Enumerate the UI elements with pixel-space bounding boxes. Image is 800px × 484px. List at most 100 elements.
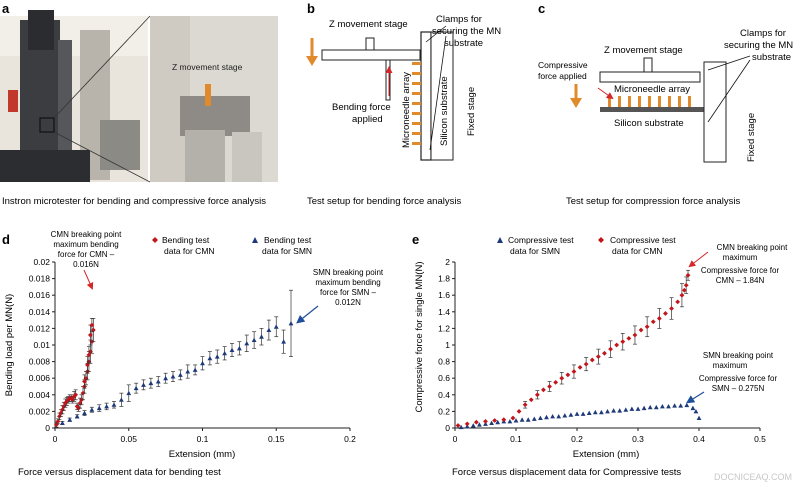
annot-cmn-e-3: Compressive force for: [701, 266, 780, 275]
point-cmn-e: [589, 357, 595, 363]
x-tick-label-d: 0.15: [268, 434, 285, 444]
y-tick-label-d: 0.02: [33, 257, 50, 267]
annot-cmn-d-1: CMN breaking point: [51, 230, 122, 239]
x-tick-label-d: 0: [53, 434, 58, 444]
annot-smn-arrow-d: [296, 305, 319, 324]
comp-arrow-head: [570, 98, 582, 108]
point-cmn-e: [553, 379, 559, 385]
point-cmn-e: [602, 350, 607, 356]
annot-cmn-e-1: CMN breaking point: [717, 243, 788, 252]
x-tick-label-e: 0.4: [693, 434, 705, 444]
point-smn-e: [653, 404, 659, 410]
x-tick-label-d: 0.05: [120, 434, 137, 444]
point-smn-d: [273, 324, 279, 329]
microneedle-array-c: [608, 96, 691, 107]
point-cmn-e: [522, 402, 528, 408]
point-smn-d: [74, 413, 80, 419]
chart-e-caption: Force versus displacement data for Compr…: [452, 467, 681, 478]
point-smn-e: [623, 407, 629, 412]
chart-d-marks: [54, 289, 294, 428]
point-cmn-e: [683, 282, 689, 288]
point-cmn-e: [650, 319, 656, 325]
y-tick-label-d: 0.002: [29, 406, 51, 416]
point-smn-e: [672, 403, 677, 408]
chart-e-xlabel: Extension (mm): [573, 449, 640, 460]
legend-cmn-line1-d: Bending test: [162, 235, 210, 245]
y-tick-label-d: 0.01: [33, 340, 50, 350]
x-tick-label-e: 0.5: [754, 434, 766, 444]
y-tick-label-d: 0.018: [29, 274, 51, 284]
z-stage-post-c: [643, 57, 653, 73]
chart-e-axes: 0 0.1 0.2 0.3 0.4 0.5 0 0.2 0.4 0.6 0.8 1 1.2 1.4 1.6 1…: [438, 257, 766, 444]
z-stage-b: [321, 49, 421, 61]
point-smn-e: [458, 424, 464, 430]
annot-cmn-e-2: maximum: [723, 253, 758, 262]
point-smn-e: [525, 417, 531, 422]
x-tick-label-e: 0: [453, 434, 458, 444]
y-tick-label-e: 1.8: [438, 274, 450, 284]
point-cmn-e: [583, 361, 589, 367]
annot-cmn-d-3: force for CMN –: [58, 250, 115, 259]
annot-smn-d-4: 0.012N: [335, 298, 361, 307]
legend-cmn-marker-e: [598, 237, 604, 243]
point-smn-e: [611, 408, 616, 413]
point-cmn-e: [528, 397, 534, 403]
point-cmn-e: [608, 346, 613, 352]
point-smn-d: [67, 417, 73, 422]
point-cmn-e: [571, 369, 577, 374]
point-cmn-e: [595, 354, 601, 360]
x-tick-label-e: 0.1: [510, 434, 522, 444]
point-cmn-d: [58, 410, 64, 416]
panel-a: a Z movement stage Instron: [0, 0, 278, 207]
point-cmn-d: [82, 379, 87, 384]
fixed-stage-label-b: Fixed stage: [466, 87, 477, 136]
inset-label: Z movement stage: [172, 62, 243, 72]
point-cmn-d: [73, 392, 79, 398]
clamps-label-c-2: securing the MN: [724, 40, 793, 51]
point-cmn-e: [516, 409, 522, 414]
x-tick-label-e: 0.2: [571, 434, 583, 444]
point-smn-e: [592, 409, 598, 415]
point-cmn-e: [679, 292, 685, 298]
point-cmn-e: [464, 421, 470, 427]
point-smn-d: [192, 367, 198, 372]
point-smn-e: [544, 414, 549, 420]
point-smn-e: [477, 422, 482, 427]
panel-d-letter: d: [2, 232, 10, 247]
clamps-label-b-3: substrate: [444, 38, 483, 49]
point-cmn-d: [89, 322, 95, 328]
point-smn-e: [678, 403, 684, 408]
silicon-substrate-c: [600, 107, 704, 112]
y-tick-label-d: 0.012: [29, 323, 51, 333]
point-smn-d: [163, 375, 169, 381]
point-smn-e: [495, 419, 501, 425]
clamps-label-c-3: substrate: [752, 52, 791, 63]
point-cmn-e: [541, 387, 546, 393]
point-cmn-e: [559, 375, 565, 381]
annot-smn-e-4: SMN – 0.275N: [712, 384, 765, 393]
legend-cmn-line2-e: data for CMN: [612, 246, 663, 256]
point-cmn-e: [620, 339, 626, 345]
point-cmn-d: [64, 399, 70, 404]
point-smn-d: [281, 339, 287, 344]
point-cmn-d: [54, 422, 59, 428]
point-cmn-e: [510, 415, 516, 421]
y-tick-label-e: 0.4: [438, 390, 450, 400]
clamps-label-b-2: securing the MN: [432, 26, 501, 37]
y-tick-label-e: 0.2: [438, 406, 450, 416]
point-cmn-e: [681, 287, 687, 293]
point-cmn-d: [90, 327, 96, 333]
chart-d-axes: 0 0.05 0.1 0.15 0.2 0 0.002 0.004 0.006 0.008 0.01…: [29, 257, 356, 444]
instron-photo: [0, 0, 151, 183]
point-smn-d: [266, 327, 272, 333]
legend-cmn-marker-d: [152, 237, 158, 243]
point-smn-e: [574, 411, 580, 416]
y-tick-label-d: 0.004: [29, 390, 51, 400]
point-smn-d: [207, 355, 213, 361]
point-smn-d: [104, 404, 110, 409]
z-stage-c: [599, 71, 701, 83]
point-smn-e: [641, 405, 647, 411]
legend-cmn-line1-e: Compressive test: [610, 235, 676, 245]
microneedle-array-b: [412, 62, 421, 145]
